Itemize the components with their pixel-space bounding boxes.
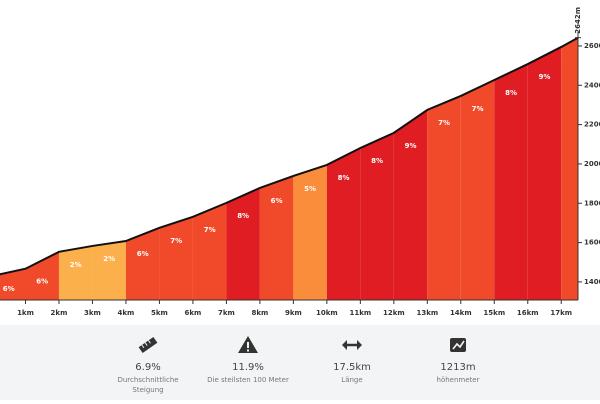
- grade-segment: [326, 148, 361, 300]
- y-tick-label: 2000: [584, 160, 600, 168]
- y-tick-label: 1800: [584, 199, 600, 207]
- grade-label: 7%: [472, 105, 484, 113]
- grade-segment: [0, 268, 26, 300]
- grade-segment: [293, 164, 327, 300]
- x-tick-label: 2km: [51, 309, 68, 317]
- stat-label: Länge: [341, 376, 362, 384]
- grade-segment: [494, 64, 528, 300]
- grade-segment: [393, 109, 428, 301]
- grade-segment: [427, 95, 461, 300]
- grade-label: 2%: [103, 255, 115, 263]
- elevation-icon: [450, 338, 466, 352]
- grade-segment: [92, 241, 126, 300]
- grade-segment: [561, 37, 578, 301]
- grade-label: 6%: [137, 250, 149, 258]
- profile-line: [0, 36, 579, 276]
- grade-label: 6%: [3, 285, 15, 293]
- stats-bar: [0, 325, 600, 400]
- x-tick-label: 1km: [17, 309, 34, 317]
- length-icon: [342, 340, 362, 350]
- y-tick-label: 2200: [584, 121, 600, 129]
- grade-segment: [226, 187, 260, 300]
- stats: 6.9% Durchschnittliche Steigung 11.9% Die st…: [117, 362, 479, 394]
- grade-label: 8%: [505, 89, 517, 97]
- x-tick-label: 13km: [416, 309, 438, 317]
- x-tick-label: 15km: [483, 309, 505, 317]
- grade-label: 9%: [539, 73, 551, 81]
- x-tick-label: 7km: [218, 309, 235, 317]
- grade-label: 6%: [271, 197, 283, 205]
- stat-label: höhenmeter: [437, 376, 480, 384]
- stat-value: 6.9%: [135, 362, 160, 373]
- grade-label: 7%: [438, 119, 450, 127]
- x-tick-label: 14km: [450, 309, 472, 317]
- stat-value: 1213m: [440, 362, 475, 373]
- stat-value: 11.9%: [232, 362, 264, 373]
- grade-segment: [259, 175, 294, 300]
- x-tick-label: 6km: [185, 309, 202, 317]
- stat-value: 17.5km: [333, 362, 371, 373]
- y-tick-label: 1400: [584, 278, 600, 286]
- grade-label: 7%: [170, 237, 182, 245]
- y-tick-label: 1600: [584, 239, 600, 247]
- x-tick-label: 9km: [285, 309, 302, 317]
- x-tick-label: 8km: [251, 309, 268, 317]
- grade-segment: [58, 245, 93, 300]
- x-tick-label: 16km: [517, 309, 539, 317]
- y-tick-label: 2600: [584, 42, 600, 50]
- x-tick-label: 4km: [118, 309, 135, 317]
- ruler-icon: [138, 336, 158, 354]
- grade-segment: [125, 227, 160, 300]
- grade-label: 9%: [405, 142, 417, 150]
- grade-label: 7%: [204, 226, 216, 234]
- stat-label: Steigung: [132, 386, 163, 394]
- y-tick-label: 2400: [584, 81, 600, 89]
- grade-segment: [460, 79, 495, 300]
- grade-label: 5%: [304, 185, 316, 193]
- stat-label: Die steilsten 100 Meter: [207, 376, 289, 384]
- grade-label: 2%: [70, 261, 82, 269]
- x-tick-label: 10km: [316, 309, 338, 317]
- grade-label: 8%: [338, 174, 350, 182]
- grade-segment: [25, 251, 59, 300]
- stat-label: Durchschnittliche: [117, 376, 178, 384]
- x-tick-label: 17km: [550, 309, 572, 317]
- grade-segment: [159, 216, 193, 300]
- grade-segment: [527, 46, 562, 300]
- summit-label: 2642m: [574, 7, 582, 34]
- grade-segment: [360, 132, 394, 300]
- grade-label: 6%: [36, 278, 48, 286]
- warning-icon: [238, 336, 258, 353]
- x-tick-label: 3km: [84, 309, 101, 317]
- x-tick-label: 11km: [349, 309, 371, 317]
- plot: 6% 6% 2% 2% 6% 7% 7% 8% 6% 5% 8% 8% 9% 7% 7% 8% 9% 1km 2km…: [0, 7, 600, 317]
- grade-label: 8%: [371, 157, 383, 165]
- x-tick-label: 5km: [151, 309, 168, 317]
- x-tick-label: 12km: [383, 309, 405, 317]
- grade-segment: [192, 202, 227, 300]
- grade-label: 8%: [237, 212, 249, 220]
